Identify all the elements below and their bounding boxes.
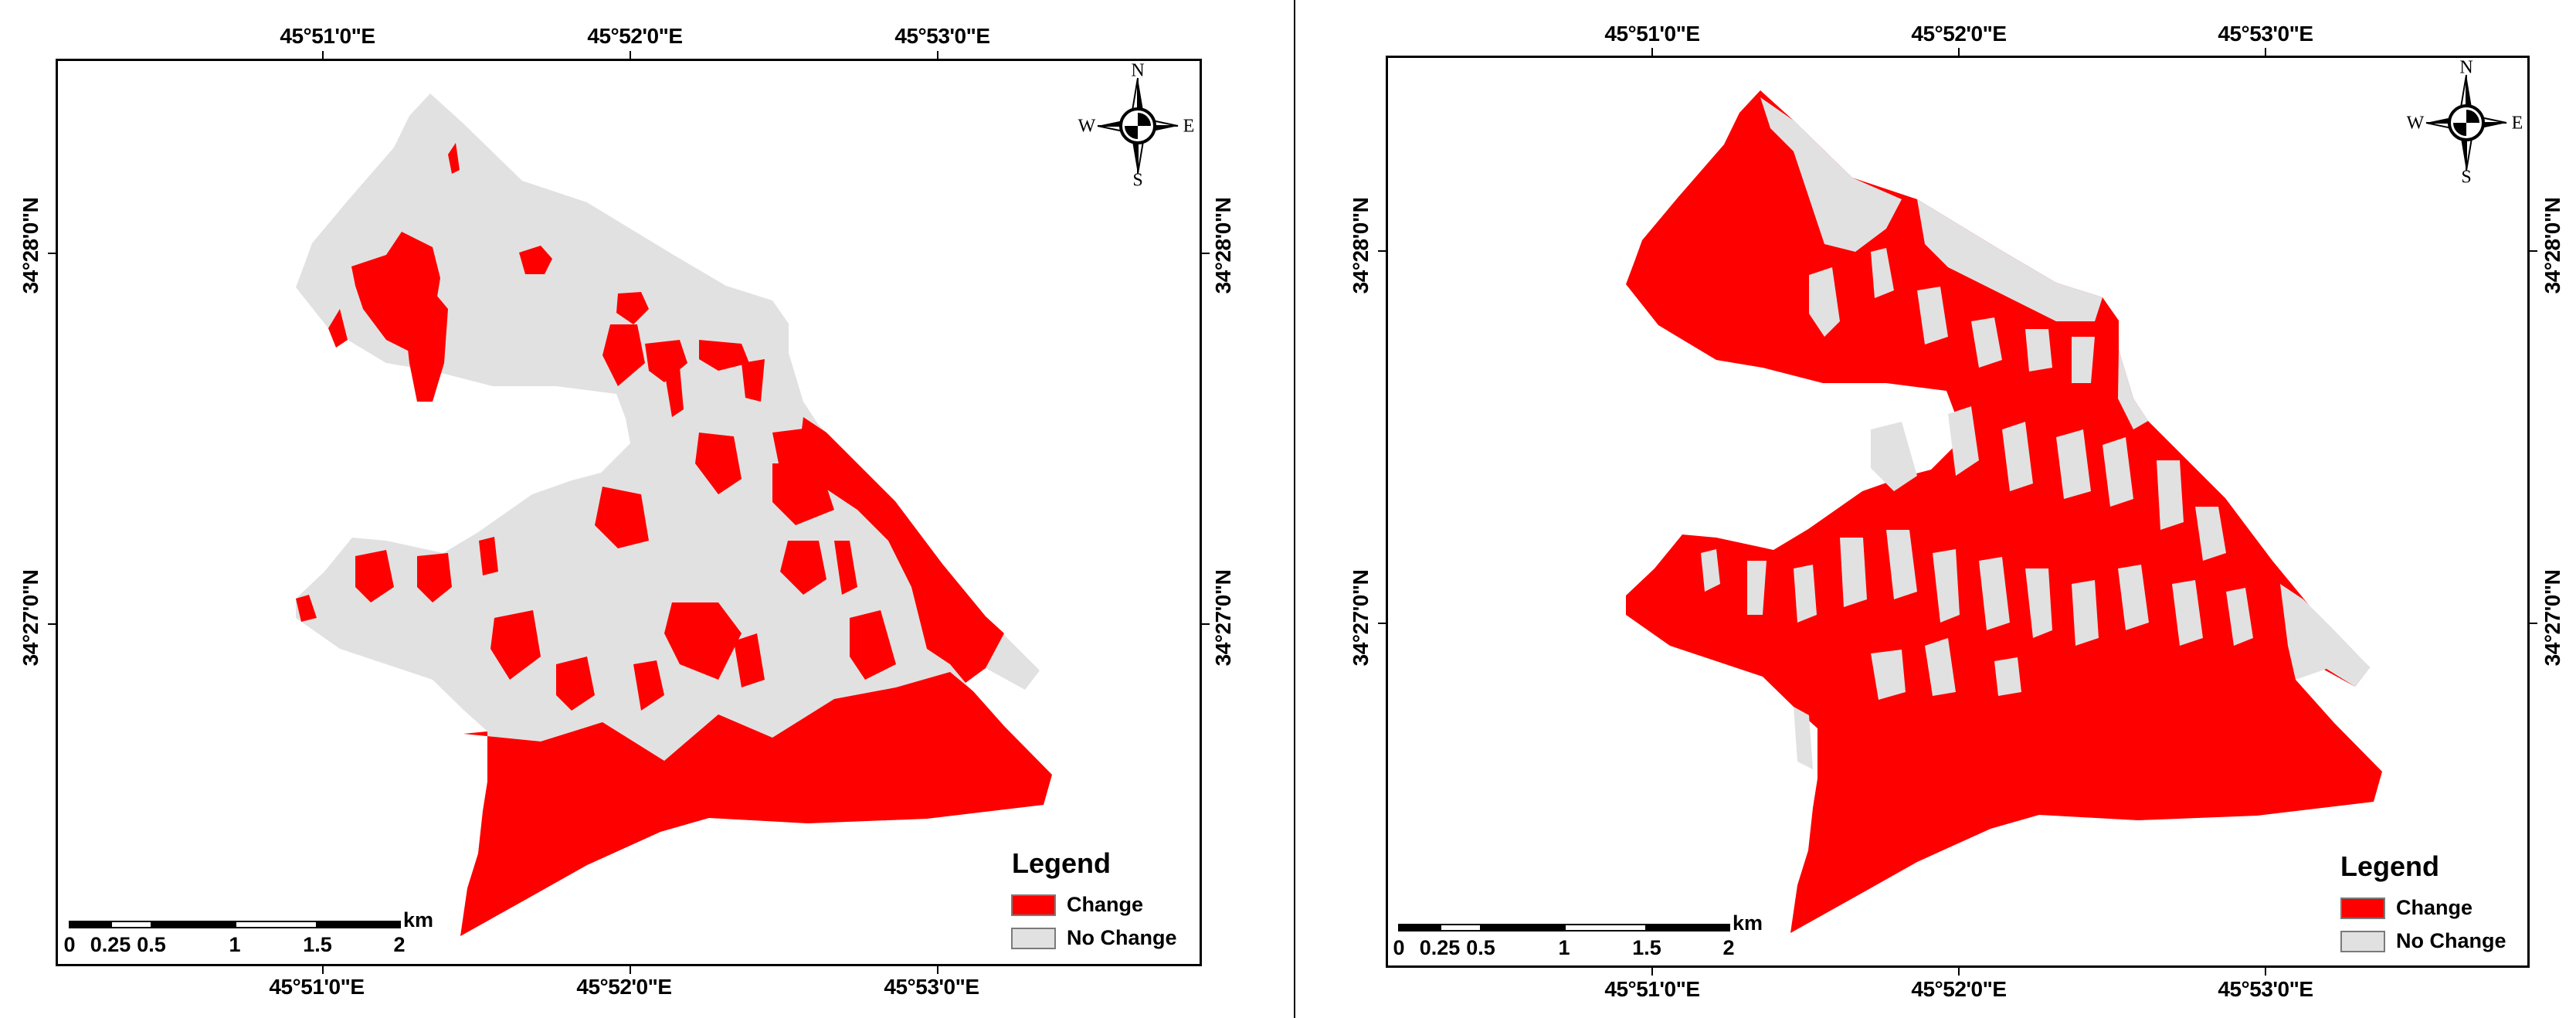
bottom-longitude-label: 45°53'0"E bbox=[2218, 977, 2313, 1001]
right-latitude-label: 34°27'0"N bbox=[2540, 569, 2564, 667]
compass-west-label: W bbox=[2406, 113, 2425, 134]
scale-label: 1.5 bbox=[303, 933, 332, 956]
left-tick bbox=[48, 623, 56, 625]
right-latitude-label: 34°28'0"N bbox=[2540, 197, 2564, 294]
north-arrow-compass-icon: N S W E bbox=[1078, 61, 1195, 191]
bottom-tick bbox=[630, 965, 631, 974]
right-tick bbox=[1201, 623, 1210, 625]
top-longitude-label: 45°51'0"E bbox=[280, 24, 375, 48]
top-tick bbox=[2265, 48, 2266, 56]
legend-item-no-change: No Change bbox=[2340, 929, 2506, 953]
panel-divider bbox=[1294, 0, 1295, 1018]
scale-segment bbox=[1564, 924, 1647, 931]
top-longitude-label: 45°52'0"E bbox=[1911, 22, 2007, 46]
north-arrow-compass-icon: N S W E bbox=[2407, 58, 2523, 188]
right-tick bbox=[1201, 253, 1210, 254]
compass-south-label: S bbox=[1132, 170, 1143, 191]
bottom-tick bbox=[2265, 967, 2266, 976]
bottom-longitude-label: 45°52'0"E bbox=[1911, 977, 2007, 1001]
bottom-tick bbox=[322, 965, 324, 974]
scale-label: 1 bbox=[1558, 936, 1570, 959]
left-latitude-label: 34°27'0"N bbox=[1349, 569, 1373, 667]
bottom-longitude-label: 45°53'0"E bbox=[884, 975, 979, 999]
right-tick bbox=[2529, 250, 2537, 252]
right-tick bbox=[2529, 623, 2537, 624]
legend-label-no-change: No Change bbox=[2396, 929, 2506, 952]
bottom-tick bbox=[1958, 967, 1960, 976]
change-swatch bbox=[2340, 897, 2385, 919]
legend-label-change: Change bbox=[1067, 893, 1144, 916]
scale-label: 0.25 bbox=[1419, 936, 1461, 959]
scale-segment bbox=[1440, 924, 1481, 931]
scale-label: 2 bbox=[393, 933, 406, 956]
top-longitude-label: 45°53'0"E bbox=[2218, 22, 2313, 46]
legend-item-change: Change bbox=[2340, 896, 2472, 920]
scale-label: 2 bbox=[1722, 936, 1735, 959]
compass-north-label: N bbox=[2459, 57, 2473, 78]
scale-segment bbox=[1481, 924, 1565, 931]
top-tick bbox=[630, 51, 631, 59]
scale-label: 0.5 bbox=[137, 933, 166, 956]
top-longitude-label: 45°51'0"E bbox=[1604, 22, 1700, 46]
top-longitude-label: 45°53'0"E bbox=[894, 24, 990, 48]
top-tick bbox=[322, 51, 324, 59]
top-longitude-label: 45°52'0"E bbox=[587, 24, 683, 48]
bottom-longitude-label: 45°52'0"E bbox=[576, 975, 672, 999]
no-change-swatch bbox=[2340, 930, 2385, 952]
legend-label-change: Change bbox=[2396, 896, 2473, 919]
scale-bar bbox=[1398, 924, 1730, 931]
scale-label: 0 bbox=[63, 933, 76, 956]
compass-east-label: E bbox=[1183, 116, 1195, 137]
legend-label-no-change: No Change bbox=[1067, 926, 1177, 949]
scale-label: 0.25 bbox=[90, 933, 131, 956]
scale-label: 1.5 bbox=[1632, 936, 1661, 959]
left-latitude-label: 34°28'0"N bbox=[1349, 197, 1373, 294]
compass-north-label: N bbox=[1131, 60, 1145, 81]
right-map-frame bbox=[1386, 56, 2530, 968]
scale-label: 1 bbox=[229, 933, 241, 956]
bottom-tick bbox=[937, 965, 938, 974]
top-tick bbox=[1958, 48, 1960, 56]
compass-south-label: S bbox=[2461, 167, 2472, 188]
compass-west-label: W bbox=[1078, 116, 1096, 137]
top-tick bbox=[1651, 48, 1653, 56]
legend-title: Legend bbox=[2340, 850, 2440, 882]
scale-unit-label: km bbox=[1733, 911, 1763, 935]
scale-segment bbox=[1646, 924, 1730, 931]
scale-segment bbox=[1398, 924, 1441, 931]
compass-east-label: E bbox=[2511, 113, 2523, 134]
left-tick bbox=[1378, 250, 1386, 252]
scale-label: 0.5 bbox=[1466, 936, 1495, 959]
left-tick bbox=[48, 253, 56, 254]
bottom-tick bbox=[1651, 967, 1653, 976]
top-tick bbox=[937, 51, 938, 59]
bottom-longitude-label: 45°51'0"E bbox=[269, 975, 365, 999]
bottom-longitude-label: 45°51'0"E bbox=[1604, 977, 1700, 1001]
left-tick bbox=[1378, 623, 1386, 624]
scale-label: 0 bbox=[1393, 936, 1405, 959]
